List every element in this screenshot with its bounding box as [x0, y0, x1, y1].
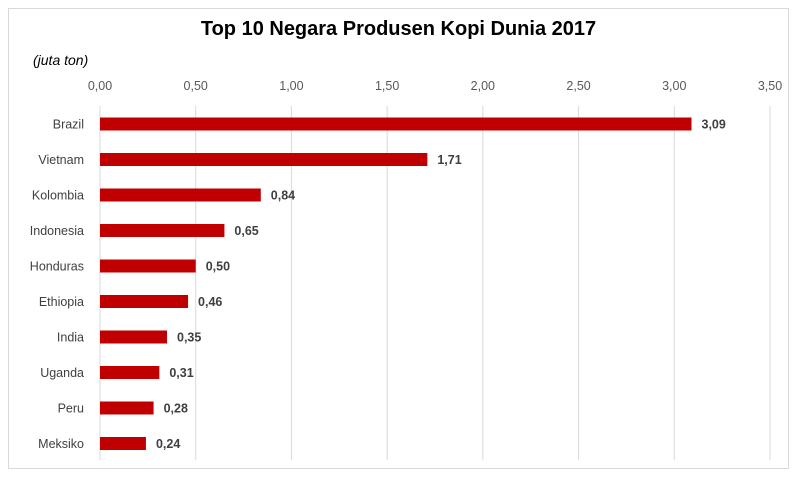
bar	[100, 295, 189, 308]
x-tick-label: 3,00	[662, 79, 686, 93]
bar	[100, 153, 428, 166]
bar	[100, 330, 167, 344]
data-label: 0,35	[177, 331, 201, 345]
bar	[100, 401, 154, 415]
data-label: 0,31	[169, 366, 193, 380]
category-label: Indonesia	[30, 224, 84, 238]
data-label: 3,09	[702, 118, 726, 132]
data-label: 0,50	[206, 260, 230, 274]
data-label: 0,84	[271, 189, 295, 203]
category-label: Vietnam	[38, 153, 84, 167]
bar	[100, 366, 160, 379]
x-tick-label: 2,50	[566, 79, 590, 93]
category-label: Honduras	[30, 260, 84, 274]
x-tick-label: 1,00	[279, 79, 303, 93]
category-label: Uganda	[40, 366, 84, 380]
data-label: 0,24	[156, 437, 180, 451]
data-label: 0,65	[234, 224, 258, 238]
category-label: Meksiko	[38, 437, 84, 451]
category-label: Peru	[58, 402, 84, 416]
bar	[100, 188, 261, 202]
category-label: Kolombia	[32, 189, 84, 203]
data-label: 0,28	[164, 402, 188, 416]
bar	[100, 259, 196, 273]
chart-frame	[8, 8, 789, 469]
data-label: 1,71	[437, 153, 461, 167]
x-tick-label: 0,00	[88, 79, 112, 93]
category-label: India	[57, 331, 84, 345]
bar	[100, 117, 692, 131]
x-tick-label: 2,00	[471, 79, 495, 93]
bar	[100, 224, 225, 237]
x-tick-label: 0,50	[184, 79, 208, 93]
bar	[100, 437, 146, 450]
x-tick-label: 1,50	[375, 79, 399, 93]
chart-title: Top 10 Negara Produsen Kopi Dunia 2017	[200, 18, 597, 40]
category-label: Ethiopia	[39, 295, 84, 309]
data-label: 0,46	[198, 295, 222, 309]
category-label: Brazil	[53, 118, 84, 132]
x-tick-label: 3,50	[758, 79, 782, 93]
unit-label: (juta ton)	[33, 52, 89, 68]
